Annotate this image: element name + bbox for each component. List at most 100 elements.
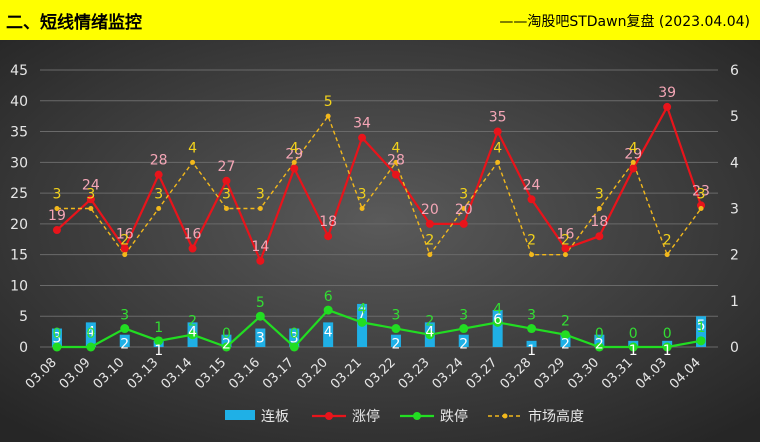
- label-gaodu: 2: [527, 233, 536, 249]
- label-zhangting: 18: [590, 214, 608, 230]
- label-dieting: 2: [561, 314, 570, 330]
- label-lianban: 2: [459, 337, 468, 353]
- y-tick-label: 5: [19, 309, 28, 325]
- label-gaodu: 2: [120, 233, 129, 249]
- bar-lianban: [390, 334, 401, 347]
- label-lianban: 3: [52, 331, 61, 347]
- point-dieting: [357, 317, 367, 327]
- point-dieting: [594, 342, 604, 352]
- label-zhangting: 24: [523, 177, 541, 193]
- label-dieting: 6: [324, 289, 333, 305]
- label-gaodu: 3: [222, 187, 231, 203]
- label-gaodu: 3: [697, 187, 706, 203]
- legend-swatch-marker: [413, 412, 421, 420]
- label-dieting: 0: [52, 326, 61, 342]
- point-gaodu: [596, 206, 602, 211]
- chart-background: [0, 40, 760, 442]
- point-zhangting: [86, 195, 95, 204]
- legend-label: 连板: [261, 409, 289, 425]
- label-dieting: 3: [527, 308, 536, 324]
- label-zhangting: 35: [489, 110, 507, 126]
- point-gaodu: [190, 159, 196, 165]
- point-zhangting: [391, 170, 400, 179]
- label-zhangting: 29: [285, 146, 303, 162]
- header-bar: 二、短线情绪监控 ——淘股吧STDawn复盘 (2023.04.04): [0, 0, 760, 40]
- label-zhangting: 23: [692, 183, 710, 199]
- point-gaodu: [88, 206, 94, 211]
- legend-swatch-lianban: [225, 410, 255, 420]
- point-gaodu: [630, 159, 636, 165]
- label-dieting: 0: [663, 326, 672, 342]
- point-zhangting: [595, 232, 604, 241]
- label-dieting: 3: [459, 308, 468, 324]
- point-gaodu: [529, 252, 535, 258]
- point-zhangting: [222, 176, 231, 185]
- y-tick-label: 10: [10, 278, 28, 294]
- point-gaodu: [461, 206, 467, 211]
- label-zhangting: 20: [455, 202, 473, 218]
- label-zhangting: 29: [624, 146, 642, 162]
- line-gaodu: [56, 114, 702, 257]
- label-dieting: 3: [391, 308, 400, 324]
- point-gaodu: [291, 159, 297, 165]
- label-gaodu: 5: [324, 94, 333, 110]
- bar-lianban: [221, 334, 232, 347]
- label-dieting: 0: [222, 326, 231, 342]
- label-lianban: 2: [561, 337, 570, 353]
- y-tick-label: 45: [10, 63, 28, 79]
- label-zhangting: 27: [218, 159, 236, 175]
- y-tick-label: 0: [19, 340, 28, 356]
- label-gaodu: 3: [358, 187, 367, 203]
- label-zhangting: 19: [48, 208, 66, 224]
- point-dieting: [154, 336, 164, 346]
- bar-lianban: [696, 316, 707, 347]
- label-lianban: 6: [493, 312, 502, 328]
- bar-lianban: [85, 322, 96, 347]
- label-lianban: 7: [358, 306, 367, 322]
- label-zhangting: 24: [82, 177, 100, 193]
- label-lianban: 4: [86, 324, 95, 340]
- point-zhangting: [663, 102, 672, 111]
- label-gaodu: 3: [52, 187, 61, 203]
- label-lianban: 5: [697, 318, 706, 334]
- y-tick-label: 30: [10, 155, 28, 171]
- label-lianban: 4: [324, 324, 333, 340]
- point-dieting: [289, 342, 299, 352]
- label-zhangting: 18: [319, 214, 337, 230]
- label-zhangting: 28: [150, 153, 168, 169]
- label-lianban: 4: [188, 324, 197, 340]
- point-zhangting: [459, 219, 468, 228]
- label-gaodu: 3: [595, 187, 604, 203]
- label-lianban: 1: [663, 343, 672, 359]
- bar-lianban: [289, 328, 300, 347]
- point-dieting: [391, 324, 401, 334]
- label-gaodu: 4: [493, 140, 502, 156]
- point-dieting: [459, 324, 469, 334]
- label-lianban: 3: [290, 331, 299, 347]
- point-dieting: [188, 330, 198, 340]
- point-gaodu: [223, 206, 229, 211]
- label-zhangting: 20: [421, 202, 439, 218]
- point-zhangting: [561, 244, 570, 253]
- point-dieting: [255, 311, 265, 321]
- y-tick-label: 20: [10, 217, 28, 233]
- label-gaodu: 3: [256, 187, 265, 203]
- label-lianban: 1: [629, 343, 638, 359]
- point-zhangting: [256, 256, 265, 265]
- point-dieting: [86, 342, 96, 352]
- point-zhangting: [120, 244, 129, 253]
- label-gaodu: 3: [154, 187, 163, 203]
- label-gaodu: 4: [188, 140, 197, 156]
- label-lianban: 2: [595, 337, 604, 353]
- point-gaodu: [427, 252, 433, 258]
- point-dieting: [662, 342, 672, 352]
- point-gaodu: [393, 159, 399, 165]
- label-zhangting: 28: [387, 153, 405, 169]
- point-dieting: [120, 324, 130, 334]
- label-gaodu: 3: [86, 187, 95, 203]
- y2-tick-label: 2: [730, 248, 739, 264]
- y-tick-label: 25: [10, 186, 28, 202]
- point-zhangting: [188, 244, 197, 253]
- bar-lianban: [492, 310, 503, 347]
